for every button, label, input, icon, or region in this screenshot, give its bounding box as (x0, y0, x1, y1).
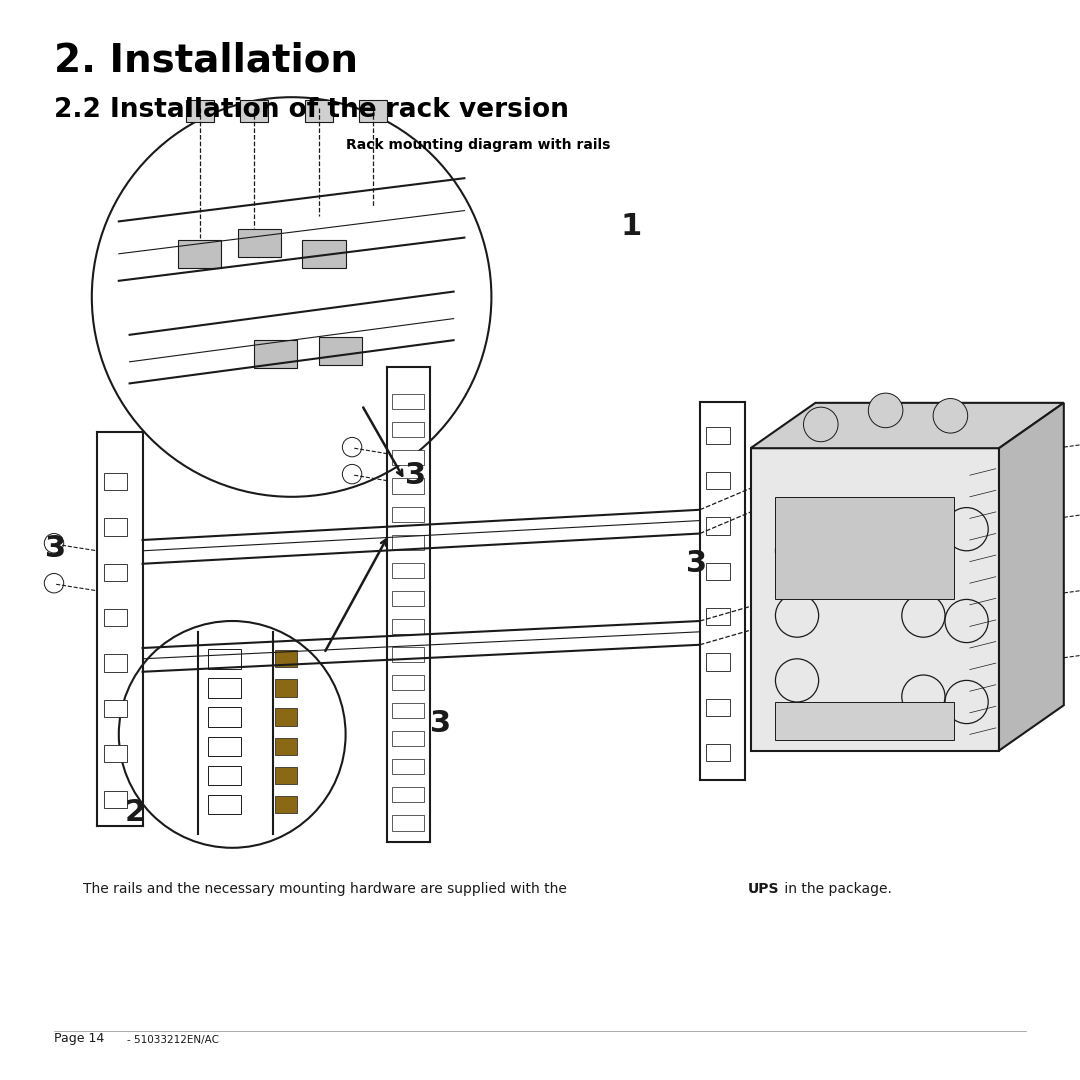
FancyBboxPatch shape (392, 815, 424, 831)
FancyBboxPatch shape (392, 591, 424, 606)
FancyBboxPatch shape (305, 100, 333, 122)
FancyBboxPatch shape (104, 609, 127, 626)
FancyBboxPatch shape (275, 767, 297, 784)
Text: 1: 1 (621, 213, 643, 241)
Text: The rails and the necessary mounting hardware are supplied with the: The rails and the necessary mounting har… (83, 882, 571, 896)
Text: 2. Installation: 2. Installation (54, 41, 357, 79)
FancyBboxPatch shape (392, 394, 424, 409)
FancyBboxPatch shape (392, 647, 424, 662)
FancyBboxPatch shape (104, 518, 127, 536)
FancyBboxPatch shape (392, 731, 424, 746)
FancyBboxPatch shape (104, 564, 127, 581)
FancyBboxPatch shape (104, 473, 127, 490)
FancyBboxPatch shape (104, 745, 127, 762)
FancyBboxPatch shape (208, 795, 241, 814)
FancyBboxPatch shape (392, 535, 424, 550)
Bar (775, 702, 954, 740)
FancyBboxPatch shape (392, 787, 424, 802)
Text: in the package.: in the package. (780, 882, 892, 896)
FancyBboxPatch shape (706, 427, 730, 444)
Polygon shape (999, 403, 1064, 751)
FancyBboxPatch shape (319, 337, 362, 365)
Text: 2.2 Installation of the rack version: 2.2 Installation of the rack version (54, 97, 569, 123)
FancyBboxPatch shape (104, 654, 127, 672)
Circle shape (92, 97, 491, 497)
Circle shape (804, 407, 838, 442)
FancyBboxPatch shape (706, 563, 730, 580)
FancyBboxPatch shape (392, 619, 424, 634)
FancyBboxPatch shape (359, 100, 387, 122)
FancyBboxPatch shape (706, 517, 730, 535)
FancyBboxPatch shape (240, 100, 268, 122)
FancyBboxPatch shape (392, 478, 424, 494)
FancyBboxPatch shape (208, 737, 241, 756)
FancyBboxPatch shape (392, 422, 424, 437)
FancyBboxPatch shape (706, 744, 730, 761)
FancyBboxPatch shape (392, 507, 424, 522)
FancyBboxPatch shape (275, 708, 297, 726)
Circle shape (119, 621, 346, 848)
FancyBboxPatch shape (178, 240, 221, 268)
FancyBboxPatch shape (706, 472, 730, 489)
FancyBboxPatch shape (392, 563, 424, 578)
Bar (751, 448, 999, 751)
FancyBboxPatch shape (104, 700, 127, 717)
FancyBboxPatch shape (392, 450, 424, 465)
FancyBboxPatch shape (208, 678, 241, 698)
FancyBboxPatch shape (275, 679, 297, 697)
FancyBboxPatch shape (706, 653, 730, 671)
FancyBboxPatch shape (186, 100, 214, 122)
Text: 3: 3 (686, 550, 707, 578)
Text: 4: 4 (886, 542, 907, 570)
FancyBboxPatch shape (208, 766, 241, 785)
FancyBboxPatch shape (392, 675, 424, 690)
FancyBboxPatch shape (706, 699, 730, 716)
FancyBboxPatch shape (208, 649, 241, 669)
Text: Rack mounting diagram with rails: Rack mounting diagram with rails (346, 138, 610, 152)
Text: - 51033212EN/AC: - 51033212EN/AC (127, 1036, 219, 1045)
FancyBboxPatch shape (392, 759, 424, 774)
FancyBboxPatch shape (254, 340, 297, 368)
Text: 3: 3 (45, 535, 67, 563)
FancyBboxPatch shape (275, 650, 297, 667)
FancyBboxPatch shape (302, 240, 346, 268)
Polygon shape (751, 403, 1064, 448)
Text: 3: 3 (405, 461, 427, 489)
FancyBboxPatch shape (706, 608, 730, 625)
Circle shape (868, 393, 903, 428)
Bar (775, 497, 954, 599)
Text: UPS: UPS (747, 882, 779, 896)
Circle shape (933, 399, 968, 433)
FancyBboxPatch shape (208, 707, 241, 727)
FancyBboxPatch shape (275, 738, 297, 755)
Text: 2: 2 (124, 798, 146, 826)
FancyBboxPatch shape (392, 703, 424, 718)
Text: Page 14: Page 14 (54, 1032, 108, 1045)
FancyBboxPatch shape (275, 796, 297, 813)
FancyBboxPatch shape (104, 791, 127, 808)
Text: 3: 3 (430, 710, 451, 738)
FancyBboxPatch shape (238, 229, 281, 257)
